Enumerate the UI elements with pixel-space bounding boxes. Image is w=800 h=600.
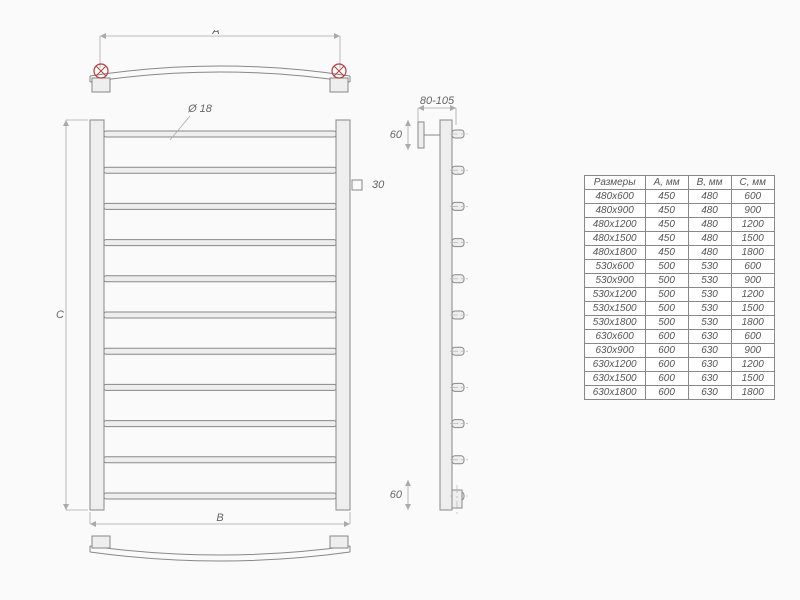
table-row: 530x18005005301800 [584,316,774,330]
front-view: C Ø 18 30 B [56,103,385,527]
table-row: 630x18006006301800 [584,386,774,400]
gap60bot-label: 60 [390,489,403,501]
dim-b-label: B [216,512,223,524]
table-row: 480x18004504801800 [584,246,774,260]
gap60top-label: 60 [390,129,403,141]
table-row: 480x600450480600 [584,190,774,204]
table-row: 530x15005005301500 [584,302,774,316]
table-row: 530x12005005301200 [584,288,774,302]
bottom-view [90,536,350,561]
table-header: Размеры [584,176,645,190]
technical-drawing: A C Ø 18 30 [20,30,500,560]
table-header: A, мм [645,176,688,190]
table-row: 630x600600630600 [584,330,774,344]
table-header: B, мм [688,176,731,190]
table-row: 480x12004504801200 [584,218,774,232]
rungs [104,131,336,499]
table-row: 480x900450480900 [584,204,774,218]
side-view: 80-105 60 60 [390,95,468,515]
depth80-label: 80-105 [420,95,455,107]
table-header: C, мм [731,176,775,190]
table-row: 630x900600630900 [584,344,774,358]
diameter-label: Ø 18 [187,103,213,115]
dim-a-label: A [211,30,219,37]
table-row: 480x15004504801500 [584,232,774,246]
table-row: 530x900500530900 [584,274,774,288]
table-row: 630x15006006301500 [584,372,774,386]
top-view: A [90,30,350,92]
size-table: РазмерыA, ммB, ммC, мм 480x6004504806004… [584,175,775,400]
table-row: 630x12006006301200 [584,358,774,372]
dim-c-label: C [56,309,64,321]
depth30-label: 30 [372,179,385,191]
table-row: 530x600500530600 [584,260,774,274]
